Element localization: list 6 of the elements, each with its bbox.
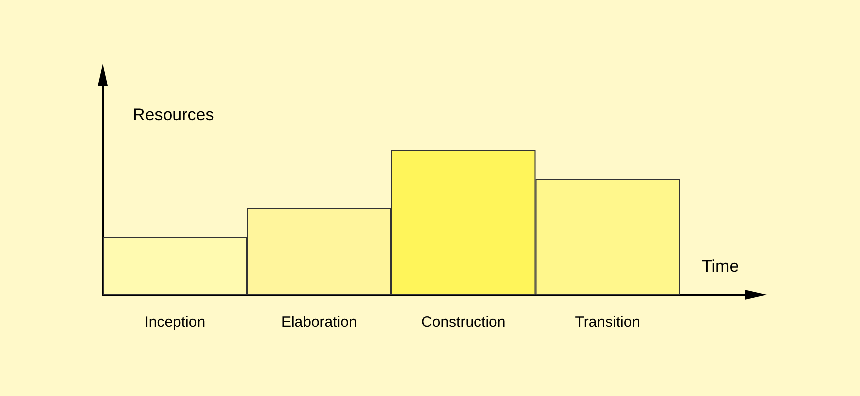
- x-tick-label: Construction: [422, 314, 506, 331]
- x-axis-title: Time: [702, 257, 740, 276]
- x-tick-label: Inception: [144, 314, 206, 331]
- y-axis-title: Resources: [133, 106, 214, 124]
- x-tick-label: Elaboration: [281, 314, 358, 331]
- x-tick-label: Transition: [575, 314, 641, 331]
